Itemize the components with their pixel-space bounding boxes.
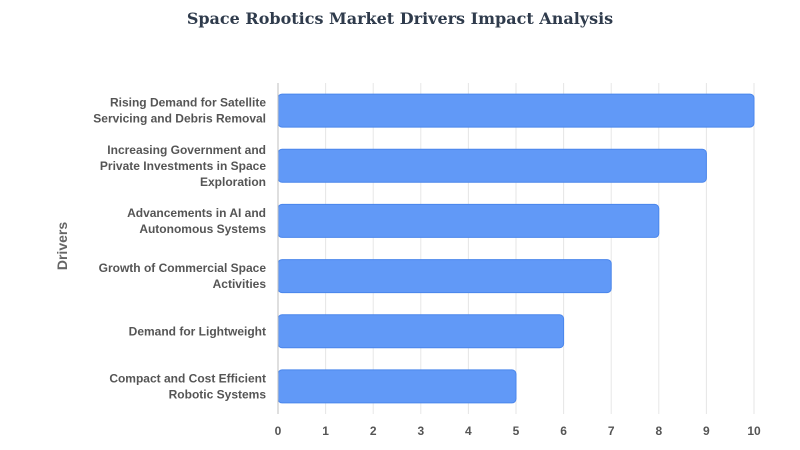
category-label-line: Activities [213,277,267,291]
x-tick-label: 6 [560,424,567,438]
x-tick-label: 10 [747,424,761,438]
category-label-line: Increasing Government and [107,143,266,157]
category-label: Growth of Commercial Space Activities [99,261,267,291]
bar[interactable] [277,93,755,128]
bar[interactable] [277,369,517,404]
x-tick-label: 8 [655,424,662,438]
category-labels: Rising Demand for Satellite Servicing and… [93,96,266,402]
category-label-line: Demand for Lightweight [129,324,266,338]
bar[interactable] [277,148,707,183]
x-tick-label: 3 [417,424,424,438]
category-label-line: Servicing and Debris Removal [93,112,266,126]
category-label-line: Rising Demand for Satellite [110,96,266,110]
x-tick-label: 0 [275,424,282,438]
x-tick-label: 5 [513,424,520,438]
bars [277,93,755,404]
x-tick-labels: 0 1 2 3 4 5 6 7 8 9 10 [275,424,761,438]
chart-title: Space Robotics Market Drivers Impact Ana… [187,9,613,28]
x-tick-label: 4 [465,424,472,438]
category-label: Compact and Cost Efficient Robotic System… [109,371,266,401]
category-label: Rising Demand for Satellite Servicing and… [93,96,266,126]
category-label-line: Growth of Commercial Space [99,261,267,275]
x-tick-label: 1 [322,424,329,438]
x-tick-label: 7 [608,424,615,438]
bar[interactable] [277,314,565,349]
category-label: Increasing Government and Private Investm… [100,143,266,189]
category-label-line: Robotic Systems [169,387,267,401]
x-tick-label: 2 [370,424,377,438]
x-tick-label: 9 [703,424,710,438]
category-label-line: Autonomous Systems [139,222,266,236]
category-label: Demand for Lightweight [129,324,266,338]
category-label-line: Compact and Cost Efficient [109,371,266,385]
category-label-line: Exploration [200,175,266,189]
category-label-line: Advancements in AI and [127,206,266,220]
category-label-line: Private Investments in Space [100,159,266,173]
category-label: Advancements in AI and Autonomous Systems [127,206,266,236]
grid-lines [325,83,755,414]
y-axis-label: Drivers [54,222,70,270]
bar[interactable] [277,259,612,294]
bar[interactable] [277,203,660,238]
